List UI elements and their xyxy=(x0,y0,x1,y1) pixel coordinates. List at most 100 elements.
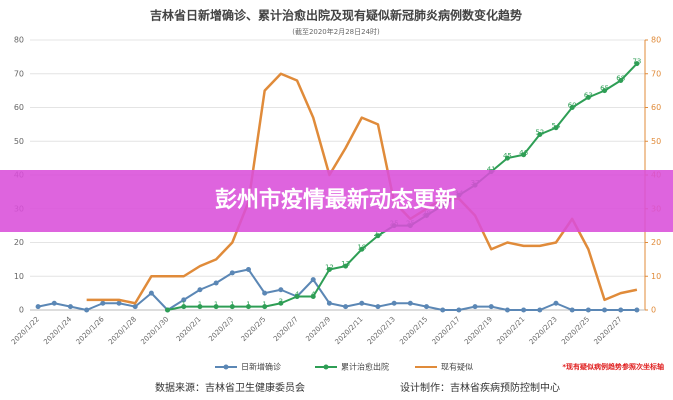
point xyxy=(553,300,559,306)
point xyxy=(602,307,608,313)
point xyxy=(359,246,365,252)
point xyxy=(537,132,543,137)
point xyxy=(213,280,219,286)
chart-subtitle: (截至2020年2月28日24时) xyxy=(292,27,380,36)
data-label: 1 xyxy=(214,301,218,309)
legend-marker xyxy=(323,364,329,370)
point xyxy=(35,304,41,310)
y-tick-label: 20 xyxy=(14,238,24,247)
legend-marker xyxy=(223,364,229,370)
point xyxy=(521,307,527,313)
point xyxy=(100,300,106,306)
banner-text: 彭州市疫情最新动态更新 xyxy=(215,187,457,213)
point xyxy=(326,300,332,306)
point xyxy=(197,304,203,310)
point xyxy=(553,125,559,131)
point xyxy=(618,307,624,313)
y2-tick-label: 60 xyxy=(651,103,661,112)
point xyxy=(262,304,268,310)
data-label: 45 xyxy=(503,152,512,160)
point xyxy=(51,300,57,306)
point xyxy=(504,155,510,161)
y-tick-label: 60 xyxy=(14,103,24,112)
point xyxy=(521,152,527,158)
data-label: 18 xyxy=(357,243,366,251)
y-tick-label: 0 xyxy=(19,306,24,315)
point xyxy=(569,307,575,313)
point xyxy=(456,307,462,313)
point xyxy=(569,105,575,110)
point xyxy=(343,304,349,310)
data-label: 4 xyxy=(295,291,300,299)
data-label: 41 xyxy=(487,166,496,174)
data-label: 22 xyxy=(373,230,382,238)
y-tick-label: 10 xyxy=(14,272,24,281)
y-tick-label: 80 xyxy=(14,36,24,45)
point xyxy=(391,300,397,306)
point xyxy=(634,61,640,67)
point xyxy=(440,307,446,313)
data-label: 65 xyxy=(600,85,609,93)
y2-tick-label: 80 xyxy=(651,36,661,45)
point xyxy=(407,300,413,306)
data-label: 4 xyxy=(311,291,316,299)
data-label: 1 xyxy=(230,301,234,309)
point xyxy=(585,307,591,313)
data-label: 2 xyxy=(279,297,283,305)
point xyxy=(537,307,543,313)
series-line xyxy=(37,268,637,311)
point xyxy=(262,290,268,296)
data-label: 13 xyxy=(341,260,350,268)
y2-tick-label: 0 xyxy=(651,306,656,315)
point xyxy=(343,263,349,269)
y2-tick-label: 10 xyxy=(651,272,661,281)
point xyxy=(229,304,235,310)
data-label: 54 xyxy=(552,122,561,130)
y2-tick-label: 20 xyxy=(651,238,661,247)
point xyxy=(278,287,284,293)
point xyxy=(375,233,381,239)
data-label: 68 xyxy=(616,75,625,83)
point xyxy=(504,307,510,313)
y-tick-label: 70 xyxy=(14,69,24,78)
point xyxy=(84,307,90,313)
point xyxy=(375,304,381,310)
legend-label: 累计治愈出院 xyxy=(341,362,389,372)
series-line xyxy=(86,72,638,305)
point xyxy=(165,307,171,313)
point xyxy=(310,277,316,283)
y2-tick-label: 50 xyxy=(651,137,661,146)
data-label: 1 xyxy=(182,301,186,309)
point xyxy=(326,267,332,272)
chart-title: 吉林省日新增确诊、累计治愈出院及现有疑似新冠肺炎病例数变化趋势 xyxy=(150,8,522,23)
data-label: 52 xyxy=(535,129,544,137)
point xyxy=(294,294,300,299)
point xyxy=(359,300,365,306)
data-label: 1 xyxy=(262,301,266,309)
point xyxy=(618,78,624,83)
data-label: 1 xyxy=(198,301,202,309)
point xyxy=(181,297,187,303)
point xyxy=(310,294,316,299)
point xyxy=(197,287,203,293)
data-label: 12 xyxy=(325,264,334,272)
note: *现有疑似病例趋势参照次坐标轴 xyxy=(562,362,664,371)
point xyxy=(116,300,122,306)
y-tick-label: 50 xyxy=(14,137,24,146)
point xyxy=(278,300,284,306)
point xyxy=(148,290,154,296)
data-label: 63 xyxy=(584,91,593,99)
data-label: 73 xyxy=(632,58,641,66)
point xyxy=(213,304,219,310)
point xyxy=(472,304,478,310)
y2-tick-label: 70 xyxy=(651,69,661,78)
point xyxy=(245,267,251,272)
legend-label: 现有疑似 xyxy=(441,362,473,372)
point xyxy=(132,304,138,310)
point xyxy=(634,307,640,313)
point xyxy=(67,304,73,310)
point xyxy=(585,94,591,100)
legend-label: 日新增确诊 xyxy=(241,362,281,372)
point xyxy=(602,88,608,94)
